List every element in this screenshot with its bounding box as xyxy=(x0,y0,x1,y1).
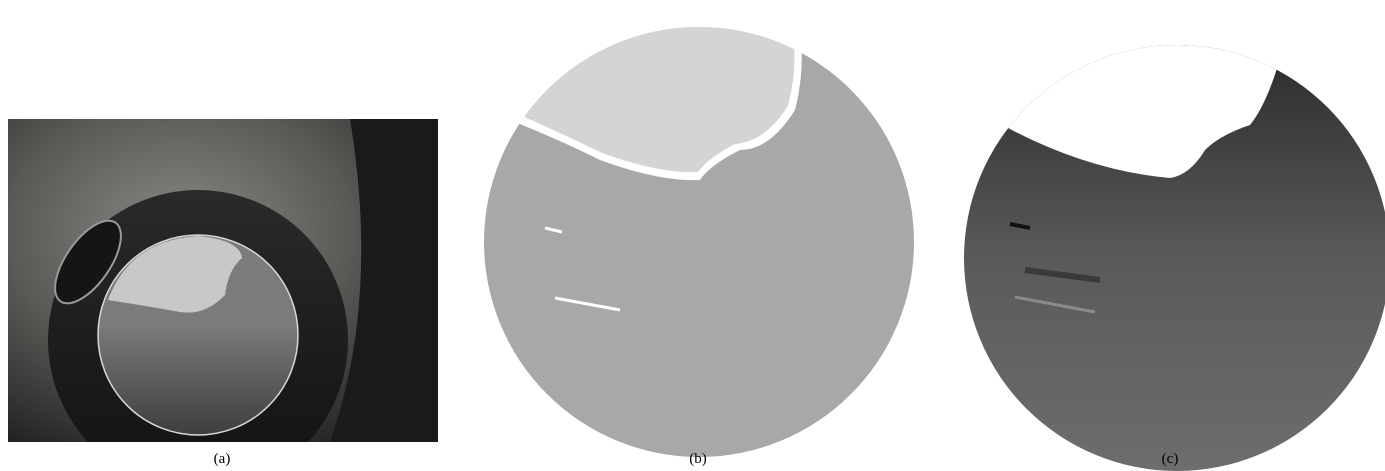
panel-b-image xyxy=(480,10,920,460)
panel-label: (a) xyxy=(214,451,231,467)
panel-label: (b) xyxy=(689,451,707,467)
panel-label: (c) xyxy=(1162,451,1179,467)
panel-a-image xyxy=(8,119,438,471)
figure: (a) (b) (c) xyxy=(0,0,1385,471)
panel-c-image xyxy=(960,40,1385,471)
